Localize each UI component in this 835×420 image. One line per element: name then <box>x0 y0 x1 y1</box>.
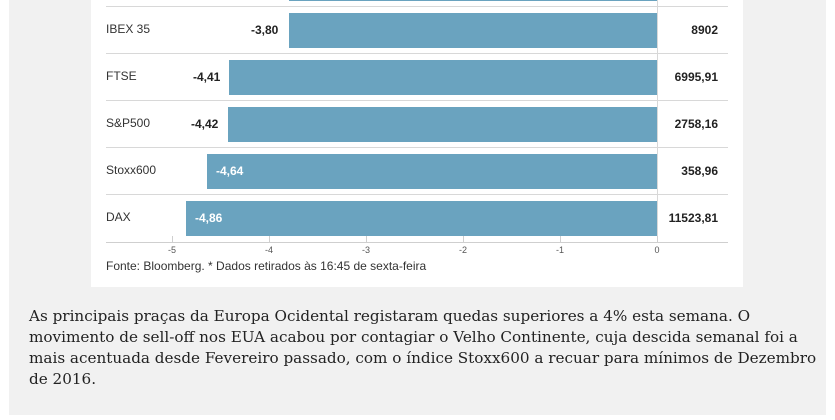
x-tick <box>366 236 367 242</box>
chart-row-stoxx600: Stoxx600 -4,64 358,96 <box>106 148 728 195</box>
row-label: FTSE <box>106 69 137 83</box>
percent-change: -4,64 <box>216 164 244 178</box>
chart-row-partial <box>106 0 728 7</box>
chart-card: IBEX 35 -3,80 8902 FTSE -4,41 6995,91 S&… <box>91 0 743 287</box>
chart-bar <box>228 107 658 142</box>
row-label: Stoxx600 <box>106 163 157 177</box>
x-tick <box>172 236 173 242</box>
article-caption: As principais praças da Europa Ocidental… <box>29 307 817 388</box>
chart-row-sp500: S&P500 -4,42 2758,16 <box>106 101 728 148</box>
percent-change: -4,42 <box>191 117 219 131</box>
row-label: DAX <box>106 210 131 224</box>
chart-source-note: Fonte: Bloomberg. * Dados retirados às 1… <box>106 259 427 273</box>
x-tick-label: -1 <box>555 245 565 255</box>
percent-change: -4,86 <box>195 211 223 225</box>
zero-line <box>657 0 658 240</box>
x-tick-label: -3 <box>361 245 371 255</box>
x-tick <box>560 236 561 242</box>
chart-row-ibex35: IBEX 35 -3,80 8902 <box>106 7 728 54</box>
x-tick <box>269 236 270 242</box>
x-tick <box>657 236 658 242</box>
index-value: 358,96 <box>681 164 718 178</box>
chart-bar <box>289 13 658 48</box>
chart-bar <box>186 201 658 236</box>
x-tick-label: -2 <box>458 245 468 255</box>
chart-bar-partial <box>289 0 658 1</box>
index-value: 6995,91 <box>674 70 718 84</box>
percent-change: -3,80 <box>251 23 279 37</box>
row-label: S&P500 <box>106 116 151 130</box>
row-label: IBEX 35 <box>106 22 151 36</box>
index-value: 2758,16 <box>674 117 718 131</box>
index-value: 8902 <box>691 23 718 37</box>
x-tick-label: -5 <box>167 245 177 255</box>
x-axis <box>106 242 728 243</box>
x-tick <box>463 236 464 242</box>
percent-change: -4,41 <box>193 70 221 84</box>
chart-row-dax: DAX -4,86 11523,81 <box>106 195 728 241</box>
x-tick-label: -4 <box>264 245 274 255</box>
article-background: IBEX 35 -3,80 8902 FTSE -4,41 6995,91 S&… <box>9 0 826 415</box>
chart-bar <box>229 60 658 95</box>
chart-bar <box>207 154 658 189</box>
chart-row-ftse: FTSE -4,41 6995,91 <box>106 54 728 101</box>
x-tick-label: 0 <box>654 245 660 255</box>
index-value: 11523,81 <box>668 211 718 225</box>
